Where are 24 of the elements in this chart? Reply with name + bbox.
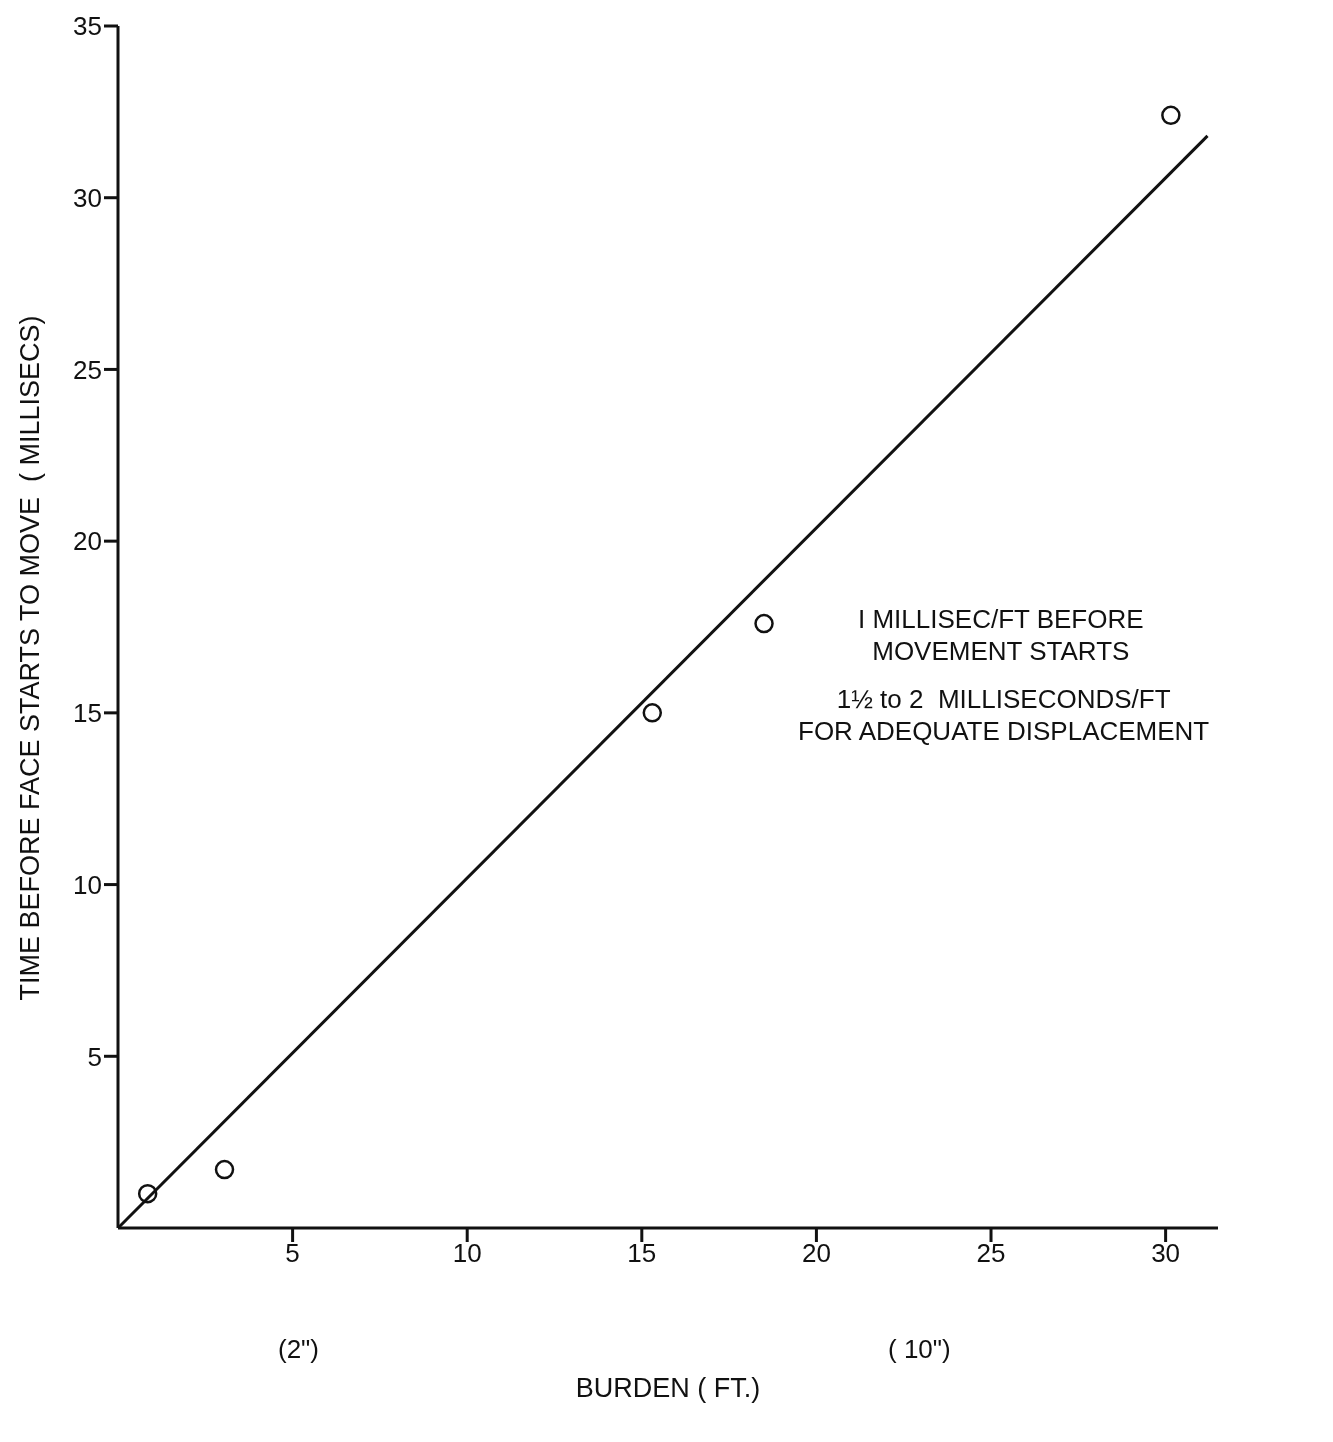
- x-tick-label: 15: [627, 1238, 657, 1269]
- y-tick-label: 30: [73, 182, 102, 213]
- annotation: I MILLISEC/FT BEFORE MOVEMENT STARTS: [858, 603, 1144, 667]
- y-tick-label: 25: [73, 354, 102, 385]
- point: [137, 1183, 158, 1204]
- y-tick-label: 35: [73, 11, 102, 42]
- y-tick-label: 20: [73, 526, 102, 557]
- text: ( 10"): [888, 1333, 951, 1365]
- x-tick-label: 25: [976, 1238, 1006, 1269]
- point: [1161, 105, 1181, 126]
- x-tick-label: 20: [801, 1238, 831, 1269]
- point: [754, 613, 774, 634]
- y-tick-label: 15: [73, 698, 102, 729]
- annotation: 1½ to 2 MILLISECONDS/FT FOR ADEQUATE DISPLACEMENT: [798, 683, 1210, 747]
- point: [214, 1159, 235, 1180]
- y-axis-title: TIME BEFORE FACE STARTS TO MOVE ( MILLISECS): [14, 315, 46, 1001]
- text: (2"): [278, 1333, 320, 1365]
- x-tick-label: 5: [285, 1238, 300, 1269]
- y-tick-label: 10: [73, 869, 102, 900]
- x-axis-title: BURDEN ( FT.): [574, 1373, 762, 1404]
- x-tick-label: 10: [452, 1238, 482, 1269]
- y-tick-label: 5: [87, 1041, 102, 1072]
- x-tick-label: 30: [1151, 1238, 1181, 1269]
- point: [642, 703, 663, 723]
